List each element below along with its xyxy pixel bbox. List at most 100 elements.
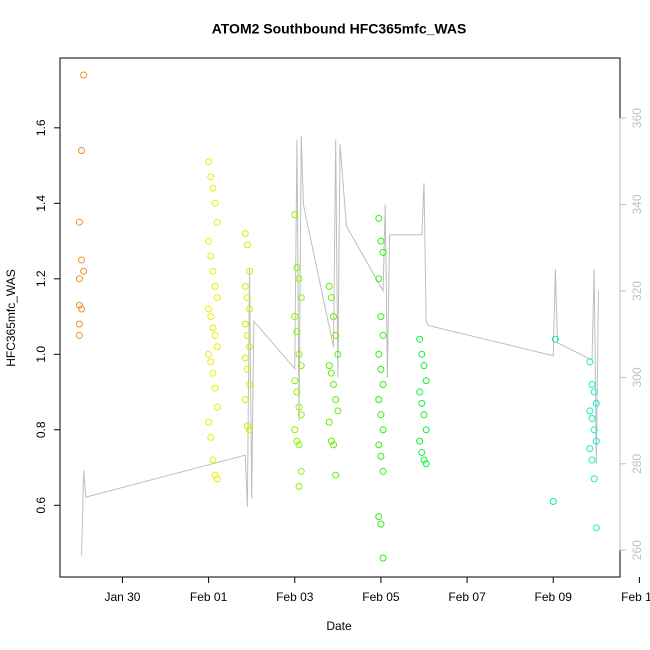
point [295, 441, 303, 449]
point [418, 399, 426, 407]
point [334, 350, 342, 358]
point [375, 275, 383, 283]
x-tick-label: Jan 30 [104, 590, 140, 604]
point [209, 184, 217, 192]
point [588, 414, 596, 422]
y-axis-label: HFC365mfc_WAS [4, 269, 18, 367]
point [295, 482, 303, 490]
point [243, 365, 251, 373]
point [211, 471, 219, 479]
point [330, 380, 338, 388]
x-axis-label: Date [326, 619, 352, 633]
point [416, 388, 424, 396]
point [325, 418, 333, 426]
point [416, 437, 424, 445]
point [80, 267, 88, 275]
y-tick-label: 1.0 [34, 346, 48, 363]
point [375, 513, 383, 521]
point [241, 230, 249, 238]
point [205, 305, 213, 313]
point [375, 441, 383, 449]
point [75, 275, 83, 283]
point [295, 403, 303, 411]
y2-tick-label: 260 [630, 540, 644, 560]
point [332, 471, 340, 479]
line [81, 135, 599, 556]
point [211, 384, 219, 392]
point [213, 475, 221, 483]
point [75, 331, 83, 339]
point [241, 354, 249, 362]
point [205, 418, 213, 426]
point [293, 437, 301, 445]
point [75, 320, 83, 328]
point [334, 407, 342, 415]
y-tick-label: 1.2 [34, 270, 48, 287]
point [420, 411, 428, 419]
point [291, 211, 299, 219]
point [418, 448, 426, 456]
point [209, 324, 217, 332]
point [420, 362, 428, 370]
y-tick-label: 1.4 [34, 195, 48, 212]
y-tick-label: 1.6 [34, 119, 48, 136]
point [213, 343, 221, 351]
point [416, 335, 424, 343]
point [549, 498, 557, 506]
point [330, 313, 338, 321]
point [246, 267, 254, 275]
x-tick-label: Feb 01 [190, 590, 228, 604]
point [209, 456, 217, 464]
point [377, 313, 385, 321]
point [377, 452, 385, 460]
point [590, 475, 598, 483]
x-tick-label: Feb 09 [535, 590, 573, 604]
point [297, 362, 305, 370]
point [590, 388, 598, 396]
point [243, 294, 251, 302]
y2-tick-label: 360 [630, 108, 644, 128]
point [211, 282, 219, 290]
point [325, 362, 333, 370]
point [207, 433, 215, 441]
point [379, 380, 387, 388]
point [379, 426, 387, 434]
point [75, 301, 83, 309]
point [213, 403, 221, 411]
point [332, 396, 340, 404]
y2-tick-label: 340 [630, 194, 644, 214]
point [243, 241, 251, 249]
y-tick-label: 0.8 [34, 421, 48, 438]
point [291, 377, 299, 385]
point [205, 158, 213, 166]
point [75, 218, 83, 226]
x-tick-label: Feb 03 [276, 590, 314, 604]
y-tick-label: 0.6 [34, 497, 48, 514]
point [211, 331, 219, 339]
point [78, 305, 86, 313]
point [297, 294, 305, 302]
point [375, 350, 383, 358]
point [592, 399, 600, 407]
point [586, 445, 594, 453]
y2-tick-label: 300 [630, 367, 644, 387]
x-tick-label: Feb 05 [362, 590, 400, 604]
point [295, 275, 303, 283]
point [205, 350, 213, 358]
point [375, 396, 383, 404]
point [243, 422, 251, 430]
point [241, 320, 249, 328]
point [246, 426, 254, 434]
point [379, 467, 387, 475]
point [325, 282, 333, 290]
point [418, 350, 426, 358]
point [586, 358, 594, 366]
point [379, 248, 387, 256]
point [377, 520, 385, 528]
point [592, 437, 600, 445]
point [377, 237, 385, 245]
point [207, 173, 215, 181]
point [422, 426, 430, 434]
point [241, 282, 249, 290]
